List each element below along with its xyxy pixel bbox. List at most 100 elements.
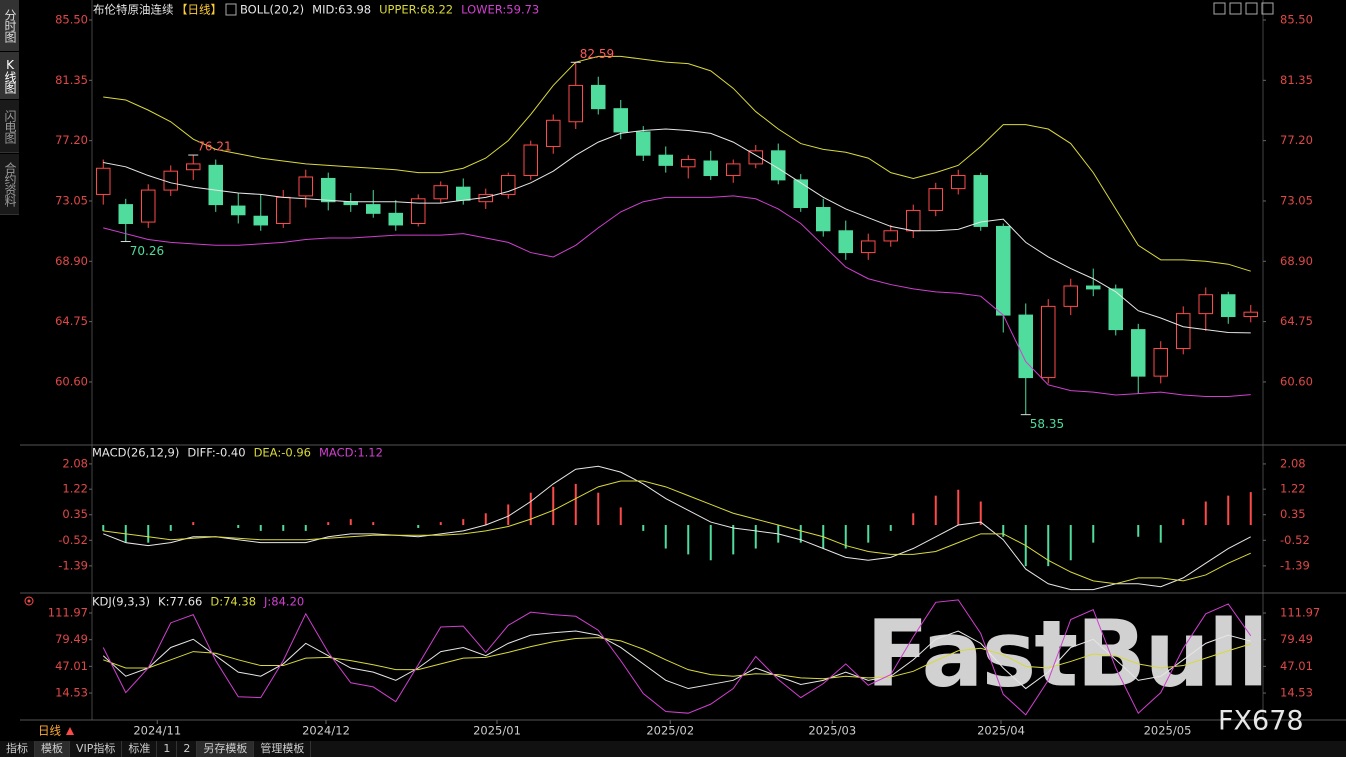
sidebar-tab[interactable]: 闪电图 (0, 100, 19, 153)
legend-entry: MACD(26,12,9) (92, 446, 179, 460)
candle-body (456, 186, 471, 201)
series-line (102, 599, 1252, 716)
candle-body (1243, 311, 1258, 318)
chart: 布伦特原油连续 【日线】 日线 FastBull FX678 85.50 85.5… (20, 0, 1346, 738)
annotation: 82.59 (580, 47, 614, 61)
candle-body (1086, 285, 1101, 290)
toolbar-tab[interactable]: VIP指标 (70, 741, 123, 757)
legend-entry: K:77.66 (158, 595, 202, 609)
legend-entry: D:74.38 (210, 595, 256, 609)
legend-entry: UPPER:68.22 (379, 3, 453, 17)
candle-body (411, 198, 426, 225)
candle-body (366, 204, 381, 214)
x-tick-label: 2025/04 (977, 724, 1025, 738)
y-tick-label: 77.20 (55, 133, 88, 147)
indicator-icon (225, 3, 237, 16)
candle-body (1221, 294, 1236, 318)
y-tick-label: -0.52 (1280, 533, 1310, 547)
y-tick-label: 60.60 (55, 374, 88, 388)
y-tick-label: 1.22 (1280, 482, 1306, 496)
chart-subtitle: 【日线】 (176, 3, 222, 17)
annotation: 58.35 (1030, 417, 1064, 431)
x-tick-label: 2025/03 (808, 724, 856, 738)
candle-body (681, 159, 696, 168)
candle-body (1063, 285, 1078, 307)
candle-body (523, 144, 538, 177)
sidebar-tab[interactable]: K线图 (0, 52, 19, 99)
candle-body (1153, 348, 1168, 377)
y-tick-label: 2.08 (62, 456, 88, 470)
candle-body (613, 108, 628, 133)
candle-body (186, 163, 201, 171)
candle-body (726, 163, 741, 177)
annotation: 70.26 (130, 244, 164, 258)
y-tick-label: 47.01 (55, 659, 88, 673)
y-tick-label: 0.35 (62, 507, 88, 521)
candle-body (748, 150, 763, 165)
candle-body (96, 167, 111, 195)
candle-body (1198, 294, 1213, 315)
series-line (103, 128, 1251, 334)
candle-body (298, 176, 313, 197)
legend-entry: MACD:1.12 (319, 446, 383, 460)
y-tick-label: 73.05 (55, 193, 88, 207)
series-line (102, 630, 1251, 690)
legend-entry: DEA:-0.96 (254, 446, 311, 460)
period[interactable]: 日线 (38, 724, 61, 738)
window-button[interactable] (1261, 2, 1274, 15)
candle-body (118, 204, 133, 225)
candle-body (793, 179, 808, 209)
toolbar-tab[interactable]: 2 (177, 741, 198, 757)
candle-body (1041, 305, 1056, 379)
y-tick-label: -1.39 (1280, 558, 1310, 572)
x-tick-label: 2024/11 (133, 724, 181, 738)
toolbar-tab[interactable]: 管理模板 (254, 741, 312, 757)
y-tick-label: 81.35 (55, 73, 88, 87)
y-tick-label: 68.90 (55, 254, 88, 268)
series-line (103, 55, 1251, 272)
candle-body (591, 84, 606, 110)
y-tick-label: 64.75 (1280, 314, 1313, 328)
kdj-icon[interactable] (24, 596, 34, 606)
candle-body (883, 230, 898, 242)
candle-body (703, 160, 718, 177)
period-arrow[interactable] (66, 727, 74, 735)
y-tick-label: -0.52 (58, 533, 88, 547)
watermark: FastBull (866, 600, 1267, 707)
candle-body (1108, 288, 1123, 331)
toolbar-tab[interactable]: 1 (157, 741, 178, 757)
y-tick-label: 14.53 (55, 686, 88, 700)
candle-body (276, 196, 291, 225)
watermark: FX678 (1218, 706, 1304, 737)
sidebar-tab[interactable]: 分时图 (0, 0, 19, 51)
legend-entry: KDJ(9,3,3) (92, 595, 150, 609)
sidebar-tab[interactable]: 合约资料 (0, 154, 19, 215)
toolbar-tab[interactable]: 模板 (35, 741, 70, 757)
y-tick-label: 81.35 (1280, 73, 1313, 87)
candle-body (973, 175, 988, 227)
legend-entry: J:84.20 (263, 595, 304, 609)
toolbar-tab[interactable]: 另存模板 (197, 741, 255, 757)
chart-title: 布伦特原油连续 (93, 3, 174, 17)
candle-body (1131, 329, 1146, 377)
kdj-icon-dot (27, 599, 31, 603)
toolbar-tab[interactable]: 标准 (122, 741, 158, 757)
y-tick-label: 73.05 (1280, 193, 1313, 207)
series-line (103, 195, 1251, 397)
y-tick-label: 111.97 (1280, 606, 1320, 620)
candle-body (816, 207, 831, 232)
toolbar-tab[interactable]: 指标 (0, 741, 35, 757)
annotation: 76.21 (197, 140, 231, 154)
candle-body (636, 131, 651, 156)
toolbar: 指标 模板 VIP指标 标准 1 2 另存模板 管理模板 (0, 741, 1346, 757)
y-tick-label: 64.75 (55, 314, 88, 328)
y-tick-label: 47.01 (1280, 659, 1313, 673)
y-tick-label: 85.50 (55, 13, 88, 27)
legend-entry: LOWER:59.73 (461, 3, 539, 17)
candle-body (388, 212, 403, 226)
window-button[interactable] (1245, 2, 1258, 15)
window-button[interactable] (1229, 2, 1242, 15)
window-button[interactable] (1213, 2, 1226, 15)
candle-body (771, 150, 786, 181)
